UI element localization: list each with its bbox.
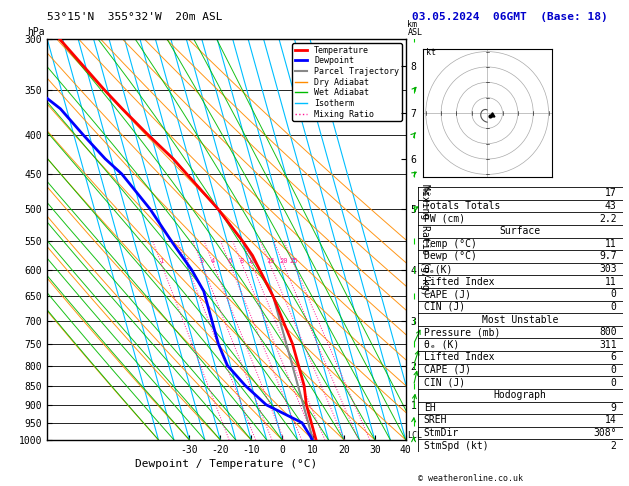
Text: Lifted Index: Lifted Index <box>424 277 494 287</box>
Text: θₑ (K): θₑ (K) <box>424 340 459 350</box>
Text: 2: 2 <box>611 441 616 451</box>
Text: 4: 4 <box>211 258 215 264</box>
Text: PW (cm): PW (cm) <box>424 214 465 224</box>
Text: 9: 9 <box>611 403 616 413</box>
Text: 2.2: 2.2 <box>599 214 616 224</box>
Text: 303: 303 <box>599 264 616 274</box>
Text: 0: 0 <box>611 378 616 388</box>
Text: 8: 8 <box>240 258 244 264</box>
Text: 15: 15 <box>265 258 274 264</box>
Text: 25: 25 <box>289 258 298 264</box>
Text: Hodograph: Hodograph <box>494 390 547 400</box>
Text: 1: 1 <box>159 258 164 264</box>
Text: Pressure (mb): Pressure (mb) <box>424 327 500 337</box>
Text: CAPE (J): CAPE (J) <box>424 289 471 299</box>
Text: 11: 11 <box>605 239 616 249</box>
Text: 14: 14 <box>605 416 616 425</box>
Text: Surface: Surface <box>499 226 541 236</box>
Text: 10: 10 <box>248 258 256 264</box>
Text: StmDir: StmDir <box>424 428 459 438</box>
Text: 3: 3 <box>200 258 204 264</box>
Text: 20: 20 <box>279 258 287 264</box>
X-axis label: Dewpoint / Temperature (°C): Dewpoint / Temperature (°C) <box>135 459 318 469</box>
Text: 800: 800 <box>599 327 616 337</box>
Text: kt: kt <box>426 48 436 57</box>
Text: hPa: hPa <box>28 27 45 37</box>
Text: 311: 311 <box>599 340 616 350</box>
Text: Lifted Index: Lifted Index <box>424 352 494 363</box>
Text: 0: 0 <box>611 302 616 312</box>
Text: 03.05.2024  06GMT  (Base: 18): 03.05.2024 06GMT (Base: 18) <box>412 12 608 22</box>
Text: 11: 11 <box>605 277 616 287</box>
Text: 53°15'N  355°32'W  20m ASL: 53°15'N 355°32'W 20m ASL <box>47 12 223 22</box>
Text: Most Unstable: Most Unstable <box>482 314 559 325</box>
Text: 9.7: 9.7 <box>599 251 616 261</box>
Y-axis label: Mixing Ratio (g/kg): Mixing Ratio (g/kg) <box>420 184 430 295</box>
Text: CIN (J): CIN (J) <box>424 378 465 388</box>
Text: © weatheronline.co.uk: © weatheronline.co.uk <box>418 474 523 483</box>
Text: Totals Totals: Totals Totals <box>424 201 500 211</box>
Text: 17: 17 <box>605 189 616 198</box>
Text: 2: 2 <box>184 258 189 264</box>
Text: K: K <box>424 189 430 198</box>
Text: CAPE (J): CAPE (J) <box>424 365 471 375</box>
Text: 308°: 308° <box>593 428 616 438</box>
Text: 0: 0 <box>611 365 616 375</box>
Text: EH: EH <box>424 403 435 413</box>
Legend: Temperature, Dewpoint, Parcel Trajectory, Dry Adiabat, Wet Adiabat, Isotherm, Mi: Temperature, Dewpoint, Parcel Trajectory… <box>292 43 401 121</box>
Text: 43: 43 <box>605 201 616 211</box>
Text: 6: 6 <box>611 352 616 363</box>
Text: Dewp (°C): Dewp (°C) <box>424 251 477 261</box>
Text: 6: 6 <box>228 258 232 264</box>
Text: StmSpd (kt): StmSpd (kt) <box>424 441 489 451</box>
Text: θₑ(K): θₑ(K) <box>424 264 453 274</box>
Text: SREH: SREH <box>424 416 447 425</box>
Text: LCL: LCL <box>408 431 423 440</box>
Text: Temp (°C): Temp (°C) <box>424 239 477 249</box>
Text: 0: 0 <box>611 289 616 299</box>
Text: km
ASL: km ASL <box>408 19 423 37</box>
Text: CIN (J): CIN (J) <box>424 302 465 312</box>
